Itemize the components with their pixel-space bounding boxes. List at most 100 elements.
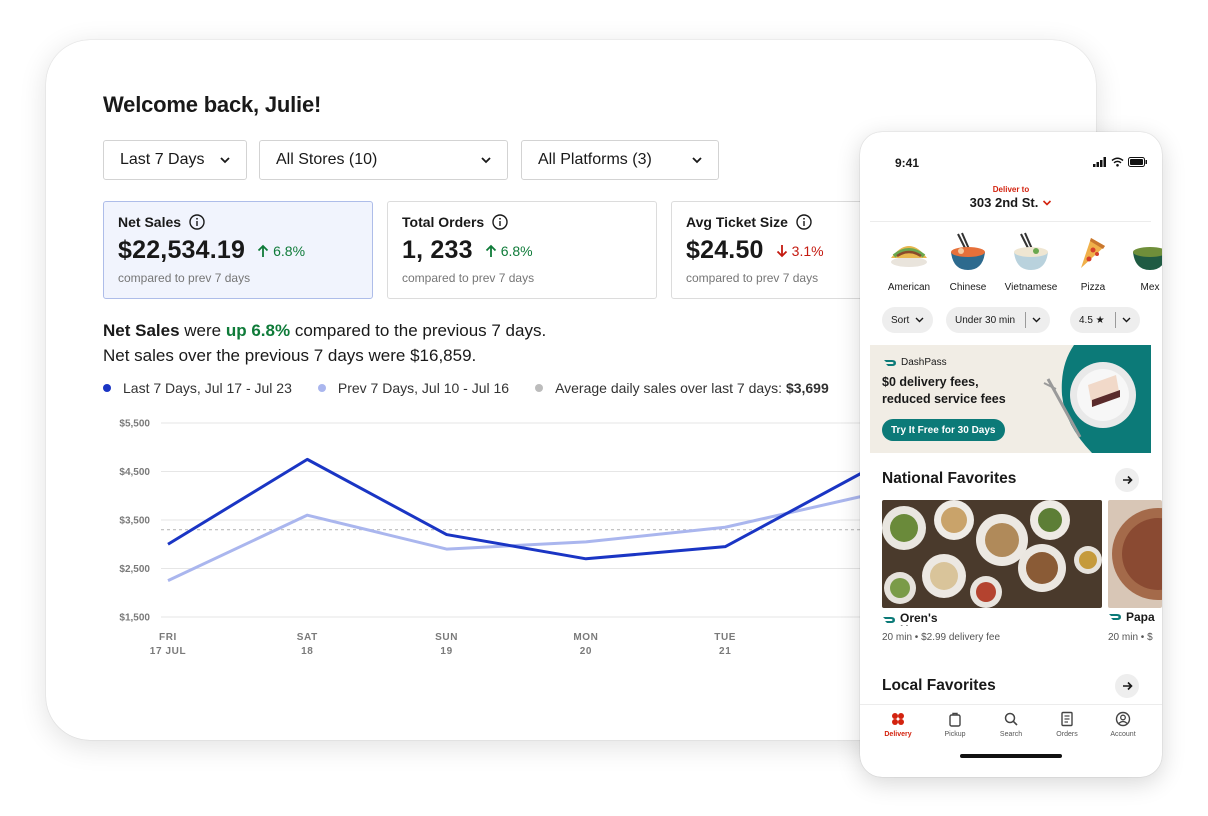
metric-compare: compared to prev 7 days <box>686 271 819 285</box>
divider <box>870 221 1151 222</box>
tab-label: Pickup <box>944 731 966 738</box>
arrow-up-icon <box>485 244 496 257</box>
chevron-down-icon <box>481 157 491 164</box>
noodle-bowl-icon <box>951 232 985 270</box>
promo-headline: $0 delivery fees, reduced service fees <box>882 374 1006 408</box>
promo-line: $0 delivery fees, <box>882 375 979 389</box>
plate-illustration <box>1043 345 1151 453</box>
metric-change-value: 3.1% <box>791 242 824 259</box>
summary-metric: Net Sales <box>103 321 180 340</box>
restaurant-meta: 20 min • $ <box>1108 632 1153 643</box>
info-icon[interactable] <box>189 214 205 230</box>
metric-title: Avg Ticket Size <box>686 214 788 230</box>
chip-label: 4.5 ★ <box>1079 314 1105 326</box>
y-tick-label: $2,500 <box>119 564 150 575</box>
y-tick-label: $1,500 <box>119 613 150 624</box>
x-tick-sublabel: 21 <box>719 646 731 657</box>
dashpass-label: DashPass <box>901 357 947 368</box>
x-tick-sublabel: 17 JUL <box>150 646 186 657</box>
search-icon <box>1004 712 1018 726</box>
y-tick-label: $3,500 <box>119 516 150 527</box>
status-icons <box>1093 157 1148 167</box>
x-tick-label: MON <box>573 632 598 643</box>
platforms-dropdown[interactable]: All Platforms (3) <box>521 140 719 180</box>
national-favorites-arrow[interactable] <box>1115 468 1139 492</box>
restaurant-name[interactable]: Oren's Hummus <box>882 610 1022 626</box>
category-vietnamese[interactable]: Vietnamese <box>1001 232 1061 293</box>
net-sales-card[interactable]: Net Sales $22,534.19 6.8% compared to pr… <box>103 201 373 299</box>
category-chinese[interactable]: Chinese <box>938 232 998 293</box>
x-tick-label: TUE <box>714 632 736 643</box>
metric-compare: compared to prev 7 days <box>402 271 535 285</box>
arrow-right-icon <box>1122 475 1133 485</box>
legend-current: Last 7 Days, Jul 17 - Jul 23 <box>103 380 292 396</box>
x-tick-sublabel: 20 <box>580 646 592 657</box>
series-current-line <box>167 457 866 561</box>
tab-label: Delivery <box>884 731 912 738</box>
legend-average-value: $3,699 <box>785 380 829 396</box>
rating-filter-chip[interactable]: 4.5 ★ <box>1070 307 1140 333</box>
bottom-tab-bar: Delivery Pickup Search Orders Account <box>860 704 1162 744</box>
tab-account[interactable]: Account <box>1095 711 1151 738</box>
bag-icon <box>949 712 961 727</box>
date-range-dropdown[interactable]: Last 7 Days <box>103 140 247 180</box>
chevron-down-icon <box>692 157 702 164</box>
dashpass-promo-banner[interactable]: DashPass $0 delivery fees, reduced servi… <box>870 345 1151 453</box>
pizza-icon <box>1081 238 1105 268</box>
series-previous-line <box>167 494 865 582</box>
time-filter-chip[interactable]: Under 30 min <box>946 307 1051 333</box>
metric-value: $22,534.19 <box>118 236 246 264</box>
category-label: Pizza <box>1080 282 1106 293</box>
arrow-right-icon <box>1122 681 1133 691</box>
national-favorites-title: National Favorites <box>882 470 1017 487</box>
restaurant-photo[interactable] <box>1108 500 1162 608</box>
legend-previous: Prev 7 Days, Jul 10 - Jul 16 <box>317 380 510 396</box>
taco-icon <box>891 246 927 267</box>
food-spread-image <box>882 500 1102 608</box>
legend-label: Prev 7 Days, Jul 10 - Jul 16 <box>337 380 510 396</box>
tab-search[interactable]: Search <box>983 711 1039 738</box>
restaurant-name-label: Oren's Hummus <box>900 611 951 626</box>
metric-change: 6.8% <box>257 243 305 259</box>
pizza-photo-image <box>1108 500 1162 608</box>
category-pizza[interactable]: Pizza <box>1063 232 1123 293</box>
dashpass-logo-icon <box>883 617 895 623</box>
delivery-icon <box>892 713 904 725</box>
chevron-down-icon <box>1043 199 1052 206</box>
legend-label: Average daily sales over last 7 days: <box>555 380 786 396</box>
tab-orders[interactable]: Orders <box>1039 711 1095 738</box>
chip-divider <box>1114 312 1116 328</box>
dashpass-logo-icon <box>1109 614 1121 620</box>
category-american[interactable]: American <box>879 232 939 293</box>
metric-value: $24.50 <box>686 236 764 264</box>
restaurant-meta: 20 min • $2.99 delivery fee <box>882 632 1001 643</box>
chip-divider <box>1025 312 1027 328</box>
chevron-down-icon <box>1122 317 1131 323</box>
dashpass-brand: DashPass <box>883 357 947 368</box>
tab-pickup[interactable]: Pickup <box>927 711 983 738</box>
local-favorites-arrow[interactable] <box>1115 674 1139 698</box>
tab-label: Account <box>1110 731 1136 738</box>
info-icon[interactable] <box>492 214 508 230</box>
promo-line: reduced service fees <box>882 392 1006 406</box>
total-orders-card[interactable]: Total Orders 1, 233 6.8% compared to pre… <box>387 201 657 299</box>
restaurant-photo[interactable] <box>882 500 1102 608</box>
category-label: American <box>887 282 931 293</box>
try-free-button[interactable]: Try It Free for 30 Days <box>882 419 1005 441</box>
chip-label: Sort <box>891 314 910 326</box>
deliver-to-selector[interactable]: Deliver to 303 2nd St. <box>860 185 1162 212</box>
metric-title: Net Sales <box>118 214 182 230</box>
wifi-icon <box>1111 157 1124 167</box>
local-favorites-title: Local Favorites <box>882 677 996 694</box>
metric-title: Total Orders <box>402 214 485 230</box>
category-mexican[interactable]: Mex <box>1120 232 1162 293</box>
sort-chip[interactable]: Sort <box>882 307 934 333</box>
tab-delivery[interactable]: Delivery <box>870 711 926 738</box>
category-label: Chinese <box>949 282 987 293</box>
tab-label: Search <box>999 731 1023 738</box>
sales-summary: Net Sales were up 6.8% compared to the p… <box>103 318 546 368</box>
restaurant-name[interactable]: Papa <box>1108 610 1162 624</box>
stores-dropdown[interactable]: All Stores (10) <box>259 140 508 180</box>
info-icon[interactable] <box>796 214 812 230</box>
receipt-icon <box>1061 711 1073 727</box>
